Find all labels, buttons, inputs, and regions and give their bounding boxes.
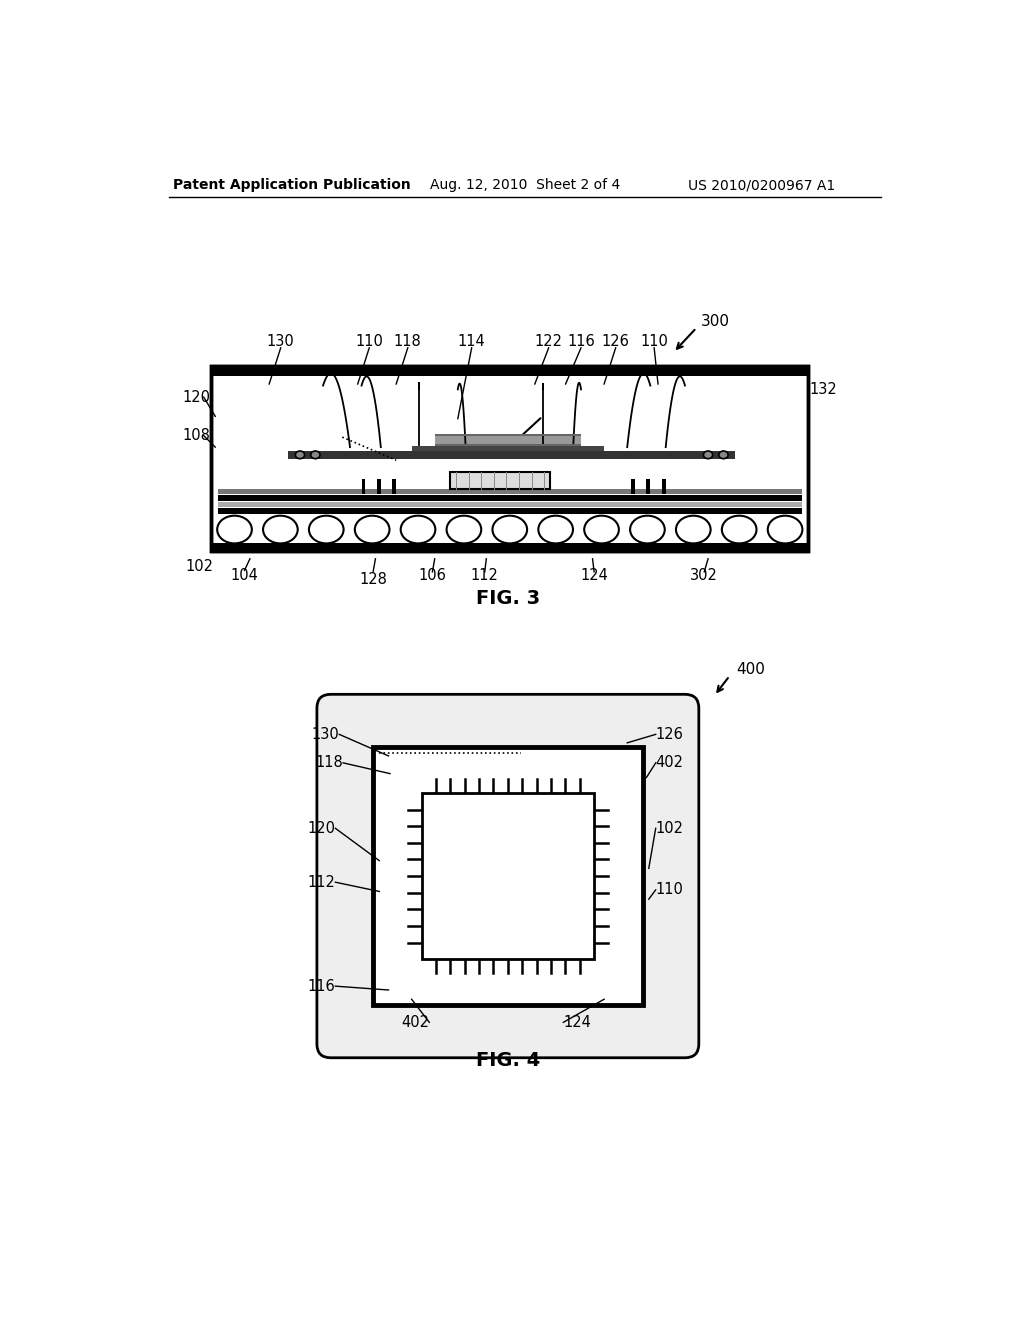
Bar: [211, 367, 808, 552]
Text: 128: 128: [359, 572, 387, 587]
Text: 110: 110: [640, 334, 668, 350]
Text: 402: 402: [655, 755, 684, 771]
Ellipse shape: [539, 516, 573, 544]
Text: 102: 102: [655, 821, 684, 836]
Text: 132: 132: [810, 381, 838, 397]
Bar: [412, 446, 604, 451]
Bar: [217, 495, 802, 502]
Ellipse shape: [768, 516, 803, 544]
Text: 124: 124: [563, 1015, 591, 1030]
Ellipse shape: [309, 516, 344, 544]
Text: 112: 112: [307, 875, 336, 890]
Bar: [217, 508, 802, 515]
Bar: [435, 434, 581, 437]
Text: 126: 126: [602, 334, 630, 350]
Ellipse shape: [310, 451, 319, 459]
Text: 120: 120: [307, 821, 336, 836]
Bar: [435, 444, 581, 446]
Text: 102: 102: [186, 558, 214, 574]
Ellipse shape: [676, 516, 711, 544]
Text: US 2010/0200967 A1: US 2010/0200967 A1: [688, 178, 836, 193]
Text: Patent Application Publication: Patent Application Publication: [173, 178, 411, 193]
Text: 112: 112: [471, 568, 499, 583]
Text: 130: 130: [311, 727, 339, 742]
Text: 104: 104: [230, 568, 258, 583]
Text: 126: 126: [655, 727, 683, 742]
Ellipse shape: [355, 516, 389, 544]
Bar: [373, 747, 643, 1006]
Text: 122: 122: [535, 334, 562, 350]
Text: 118: 118: [315, 755, 343, 771]
Text: 120: 120: [182, 389, 210, 405]
Ellipse shape: [295, 451, 304, 459]
Ellipse shape: [585, 516, 618, 544]
FancyBboxPatch shape: [316, 694, 698, 1057]
Text: 300: 300: [701, 314, 730, 329]
Bar: [361, 479, 366, 494]
Bar: [451, 471, 550, 488]
Text: 114: 114: [458, 334, 485, 350]
Text: 116: 116: [567, 334, 595, 350]
Ellipse shape: [263, 516, 298, 544]
Ellipse shape: [446, 516, 481, 544]
Text: 110: 110: [355, 334, 383, 350]
Text: 130: 130: [267, 334, 295, 350]
Ellipse shape: [400, 516, 435, 544]
Ellipse shape: [722, 516, 757, 544]
Ellipse shape: [630, 516, 665, 544]
Text: Aug. 12, 2010  Sheet 2 of 4: Aug. 12, 2010 Sheet 2 of 4: [430, 178, 620, 193]
Text: 400: 400: [736, 663, 765, 677]
Text: 118: 118: [394, 334, 422, 350]
Text: 124: 124: [581, 568, 608, 583]
Bar: [377, 479, 381, 494]
Text: FIG. 4: FIG. 4: [476, 1051, 540, 1071]
Ellipse shape: [703, 451, 713, 459]
Bar: [422, 793, 594, 960]
Bar: [217, 502, 802, 507]
Text: 402: 402: [401, 1015, 429, 1030]
Bar: [211, 367, 808, 376]
Ellipse shape: [719, 451, 728, 459]
Bar: [662, 479, 666, 494]
Text: FIG. 3: FIG. 3: [476, 589, 540, 609]
Ellipse shape: [217, 516, 252, 544]
Bar: [392, 479, 396, 494]
Text: 108: 108: [182, 428, 210, 444]
Bar: [289, 451, 735, 459]
Text: 116: 116: [307, 978, 336, 994]
Text: 106: 106: [419, 568, 446, 583]
Bar: [435, 434, 581, 446]
Bar: [631, 479, 635, 494]
Ellipse shape: [493, 516, 527, 544]
Text: 110: 110: [655, 882, 683, 898]
Bar: [646, 479, 650, 494]
Text: 302: 302: [690, 568, 718, 583]
Bar: [211, 544, 808, 552]
Bar: [217, 488, 802, 494]
Bar: [211, 367, 808, 552]
